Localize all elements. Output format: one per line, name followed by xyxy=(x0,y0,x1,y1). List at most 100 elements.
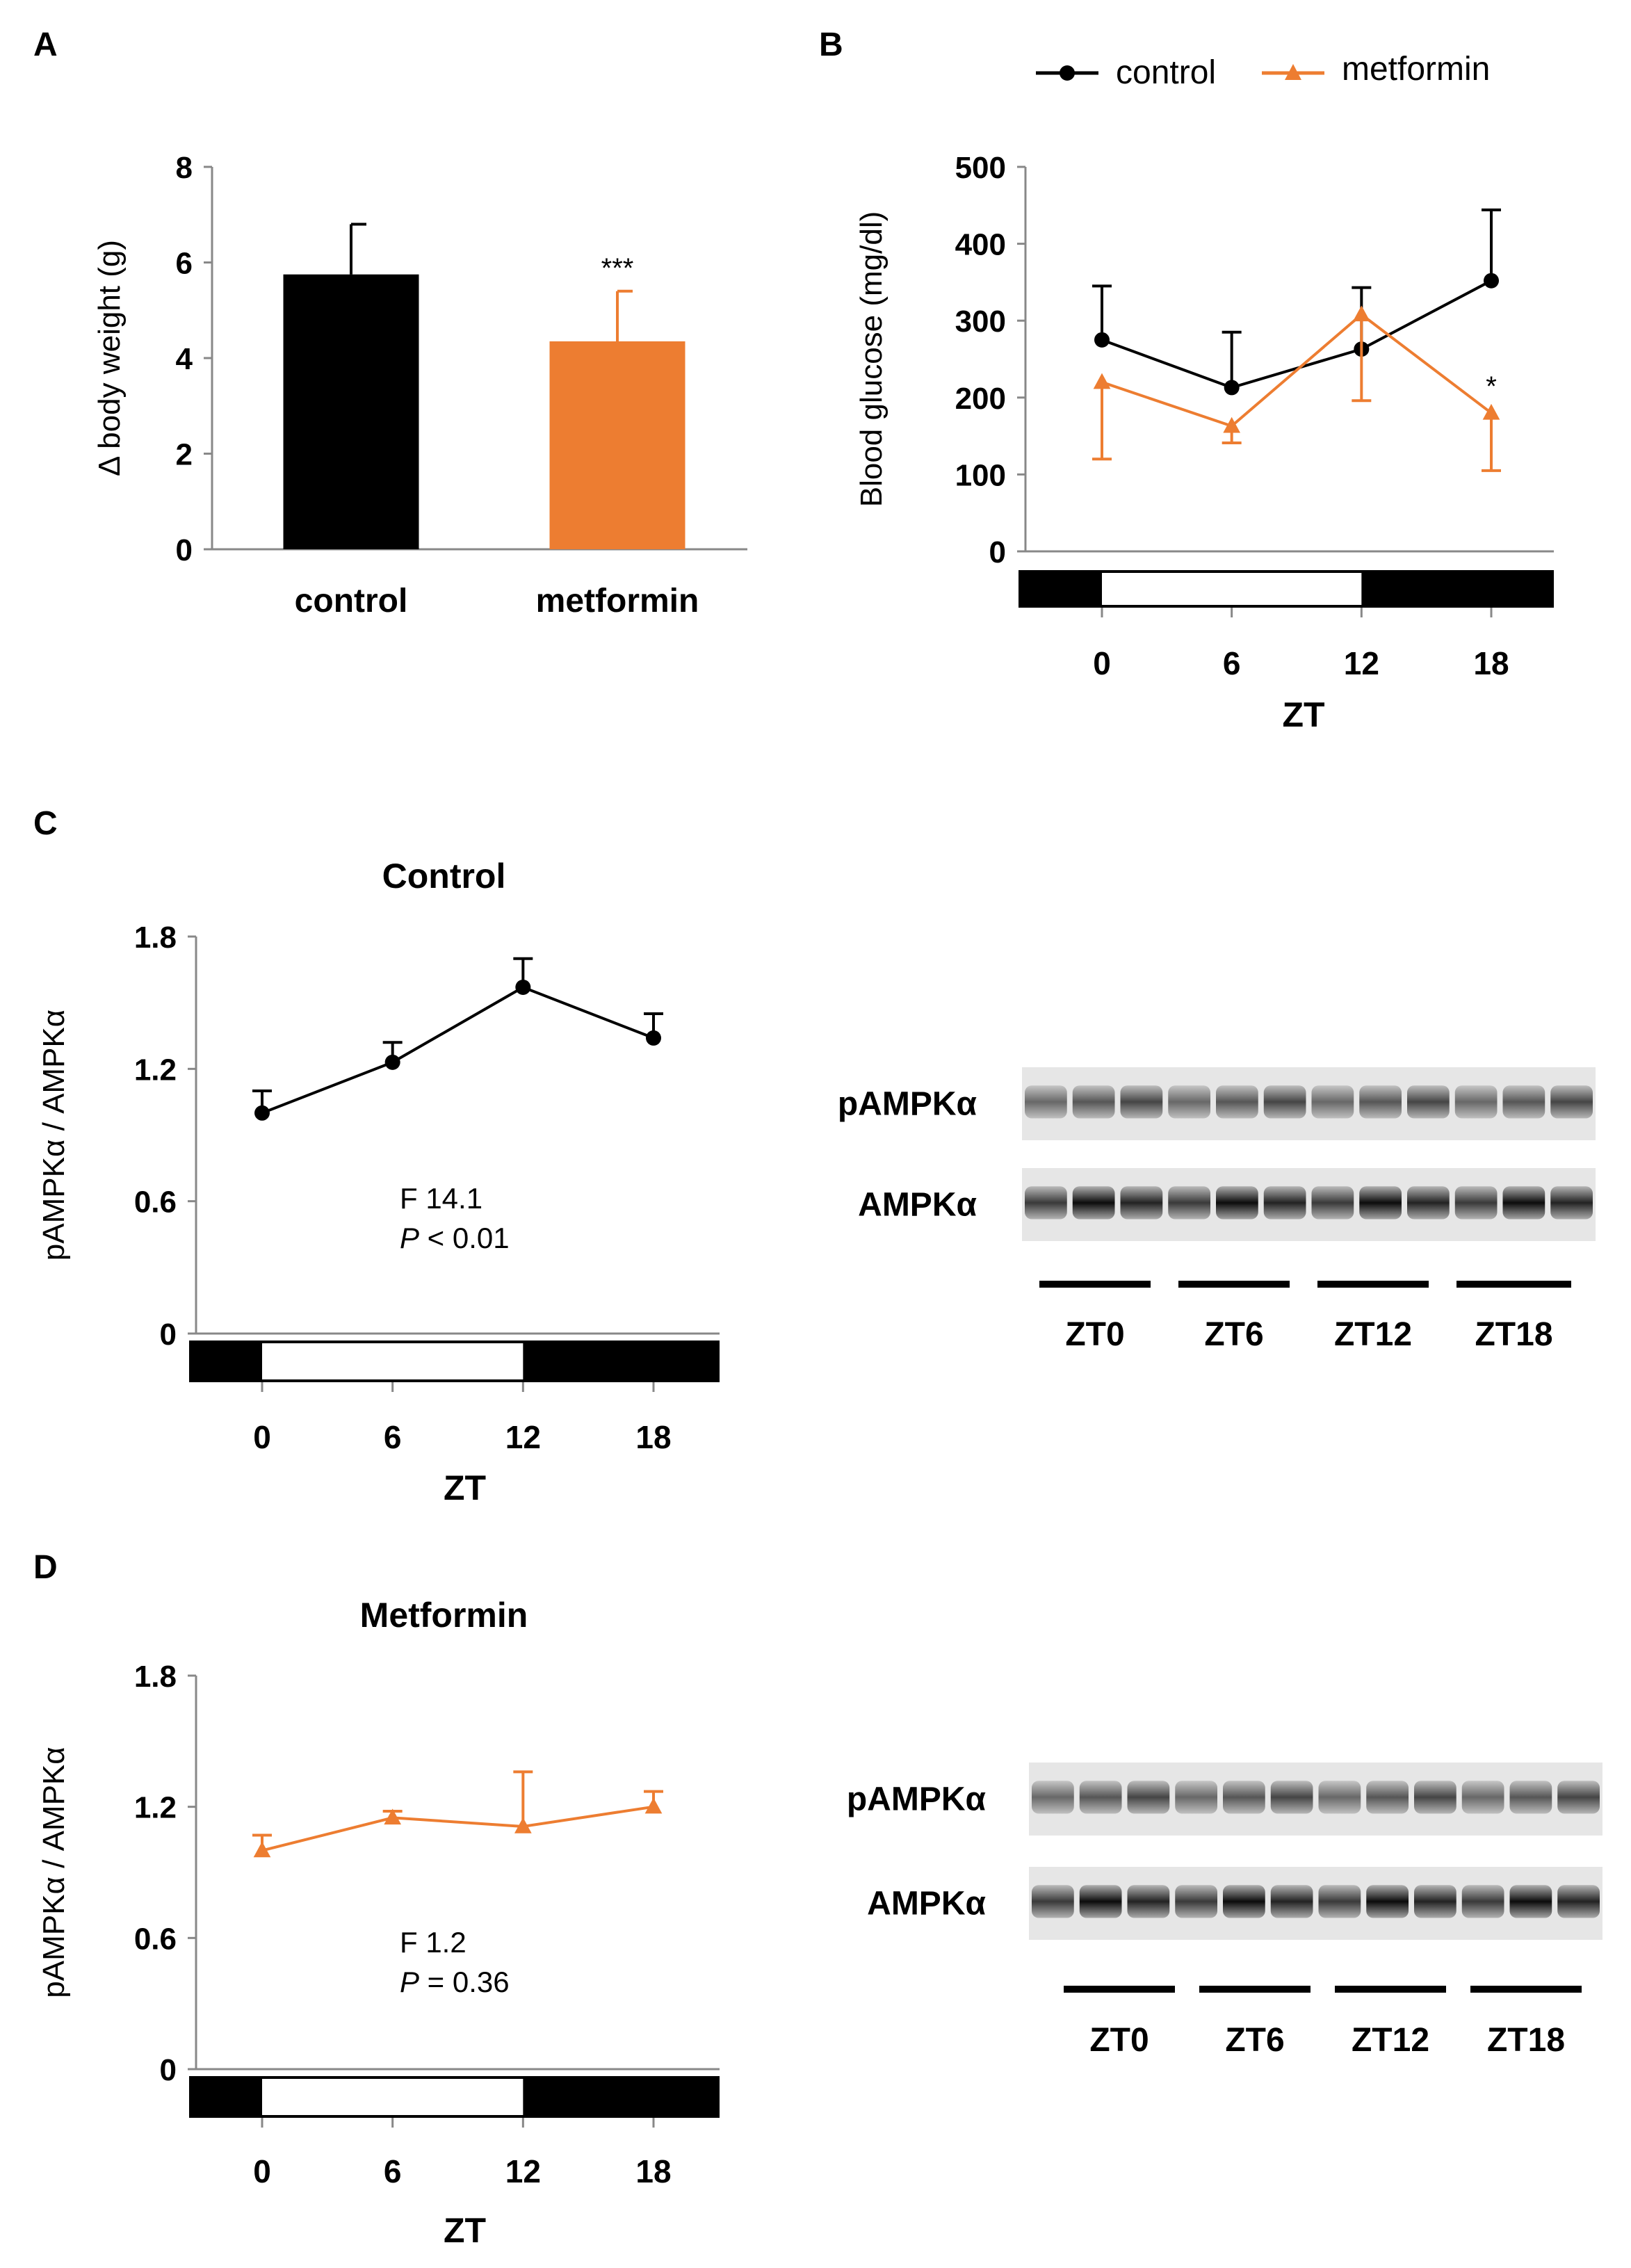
panel-letter-b: B xyxy=(819,26,843,63)
b-x-tick-label: 6 xyxy=(1223,645,1241,681)
c-lane-label: ZT18 xyxy=(1475,1316,1552,1353)
western-blot-d: pAMPKα AMPKα ZT0 ZT6 ZT12 ZT18 xyxy=(847,1763,1602,2059)
d-y-tick-label: 1.8 xyxy=(134,1660,177,1694)
d-blot-band xyxy=(1079,1781,1122,1814)
d-series-line-metformin xyxy=(261,1805,654,1852)
d-point-metformin xyxy=(253,1841,271,1858)
b-point-metformin xyxy=(1223,416,1241,433)
c-point-control xyxy=(646,1030,661,1046)
d-blot-band xyxy=(1414,1885,1456,1918)
stats-d-f: F 1.2 xyxy=(400,1926,466,1959)
b-point-control xyxy=(1224,380,1240,396)
d-blot-band xyxy=(1318,1885,1361,1918)
stats-c-p-label: P xyxy=(400,1222,419,1254)
c-point-control xyxy=(515,979,531,995)
c-blot-band xyxy=(1216,1186,1258,1220)
a-x-tick-label: control xyxy=(295,583,408,619)
c-blot-band xyxy=(1550,1085,1593,1119)
c-lane-label: ZT6 xyxy=(1204,1316,1263,1353)
legend-control-marker xyxy=(1060,65,1075,81)
c-blot-band xyxy=(1407,1085,1450,1119)
b-y-tick-label: 100 xyxy=(955,458,1006,492)
c-blot-row-label: pAMPKα xyxy=(838,1086,977,1123)
c-blot-band xyxy=(1407,1186,1450,1220)
b-point-control xyxy=(1094,332,1110,348)
chart-b-blood-glucose: 0 100 200 300 400 500 Blood glucose (mg/dl) 0 6 1… xyxy=(854,151,1554,734)
legend-control-label: control xyxy=(1116,54,1216,91)
d-x-tick-label: 12 xyxy=(505,2153,541,2189)
d-y-axis-label: pAMPKα / AMPKα xyxy=(37,1747,71,1998)
b-significance-marker: * xyxy=(1486,371,1497,402)
legend: control metformin xyxy=(1036,51,1490,91)
d-blot-band xyxy=(1414,1781,1456,1814)
a-y-tick-label: 0 xyxy=(176,533,193,567)
b-y-tick-label: 200 xyxy=(955,382,1006,416)
c-point-control xyxy=(254,1105,270,1121)
c-y-tick-label: 1.8 xyxy=(134,921,177,955)
c-blot-band xyxy=(1454,1085,1498,1119)
b-point-metformin xyxy=(1093,373,1111,389)
c-blot-row-bg xyxy=(1022,1067,1596,1140)
d-y-tick-label: 0 xyxy=(160,2053,177,2087)
a-y-tick-label: 2 xyxy=(176,438,193,472)
c-blot-band xyxy=(1359,1085,1402,1119)
legend-metformin-label: metformin xyxy=(1342,51,1490,88)
c-blot-band xyxy=(1025,1085,1067,1119)
b-x-tick-label: 12 xyxy=(1344,645,1379,681)
c-x-tick-label: 12 xyxy=(505,1419,541,1455)
c-y-tick-label: 1.2 xyxy=(134,1053,177,1087)
d-blot-row-label: pAMPKα xyxy=(847,1781,987,1818)
d-lane-label: ZT12 xyxy=(1352,2022,1429,2059)
c-blot-band xyxy=(1168,1186,1210,1220)
c-lane-label: ZT0 xyxy=(1065,1316,1124,1353)
d-y-tick-label: 0.6 xyxy=(134,1922,177,1956)
d-blot-band xyxy=(1461,1781,1504,1814)
c-y-tick-label: 0.6 xyxy=(134,1185,177,1220)
d-x-tick-label: 18 xyxy=(635,2153,671,2189)
c-x-axis-label: ZT xyxy=(444,1468,486,1507)
d-y-tick-label: 1.2 xyxy=(134,1791,177,1825)
a-y-tick-label: 6 xyxy=(176,247,193,281)
d-blot-band xyxy=(1175,1885,1217,1918)
d-blot-band xyxy=(1270,1781,1313,1814)
d-blot-band xyxy=(1032,1781,1074,1814)
c-blot-band xyxy=(1359,1186,1402,1220)
b-light-period-bar xyxy=(1102,573,1362,605)
d-blot-band xyxy=(1270,1885,1313,1918)
d-blot-band xyxy=(1366,1781,1409,1814)
d-blot-band xyxy=(1366,1885,1409,1918)
d-blot-row-bg xyxy=(1029,1763,1602,1836)
d-blot-band xyxy=(1461,1885,1504,1918)
c-blot-band xyxy=(1216,1085,1258,1119)
d-blot-band xyxy=(1079,1885,1122,1918)
d-blot-row-label: AMPKα xyxy=(867,1886,986,1922)
b-point-control xyxy=(1484,273,1499,289)
c-x-tick-label: 0 xyxy=(253,1419,271,1455)
a-bar-metformin xyxy=(549,341,685,549)
d-x-tick-label: 0 xyxy=(253,2153,271,2189)
b-x-axis-label: ZT xyxy=(1282,695,1324,734)
c-y-tick-label: 0 xyxy=(160,1318,177,1352)
stats-d-p: P = 0.36 xyxy=(400,1966,510,1998)
d-point-metformin xyxy=(644,1797,663,1814)
a-bar-control xyxy=(283,274,419,549)
d-blot-band xyxy=(1223,1781,1265,1814)
stats-d-p-label: P xyxy=(400,1966,419,1998)
c-blot-band xyxy=(1072,1186,1115,1220)
d-blot-row-bg xyxy=(1029,1867,1602,1940)
c-light-period-bar xyxy=(262,1343,524,1379)
d-blot-band xyxy=(1509,1885,1552,1918)
d-lane-label: ZT0 xyxy=(1089,2022,1149,2059)
c-y-axis-label: pAMPKα / AMPKα xyxy=(37,1010,71,1261)
c-blot-band xyxy=(1550,1186,1593,1220)
d-point-metformin xyxy=(384,1808,402,1825)
d-blot-band xyxy=(1223,1885,1265,1918)
c-blot-band xyxy=(1502,1085,1545,1119)
b-series-line-control xyxy=(1101,279,1492,389)
b-x-tick-label: 18 xyxy=(1473,645,1509,681)
b-y-axis-label: Blood glucose (mg/dl) xyxy=(854,211,888,508)
d-lane-label: ZT18 xyxy=(1487,2022,1565,2059)
b-y-tick-label: 400 xyxy=(955,228,1006,262)
c-blot-band xyxy=(1120,1186,1163,1220)
